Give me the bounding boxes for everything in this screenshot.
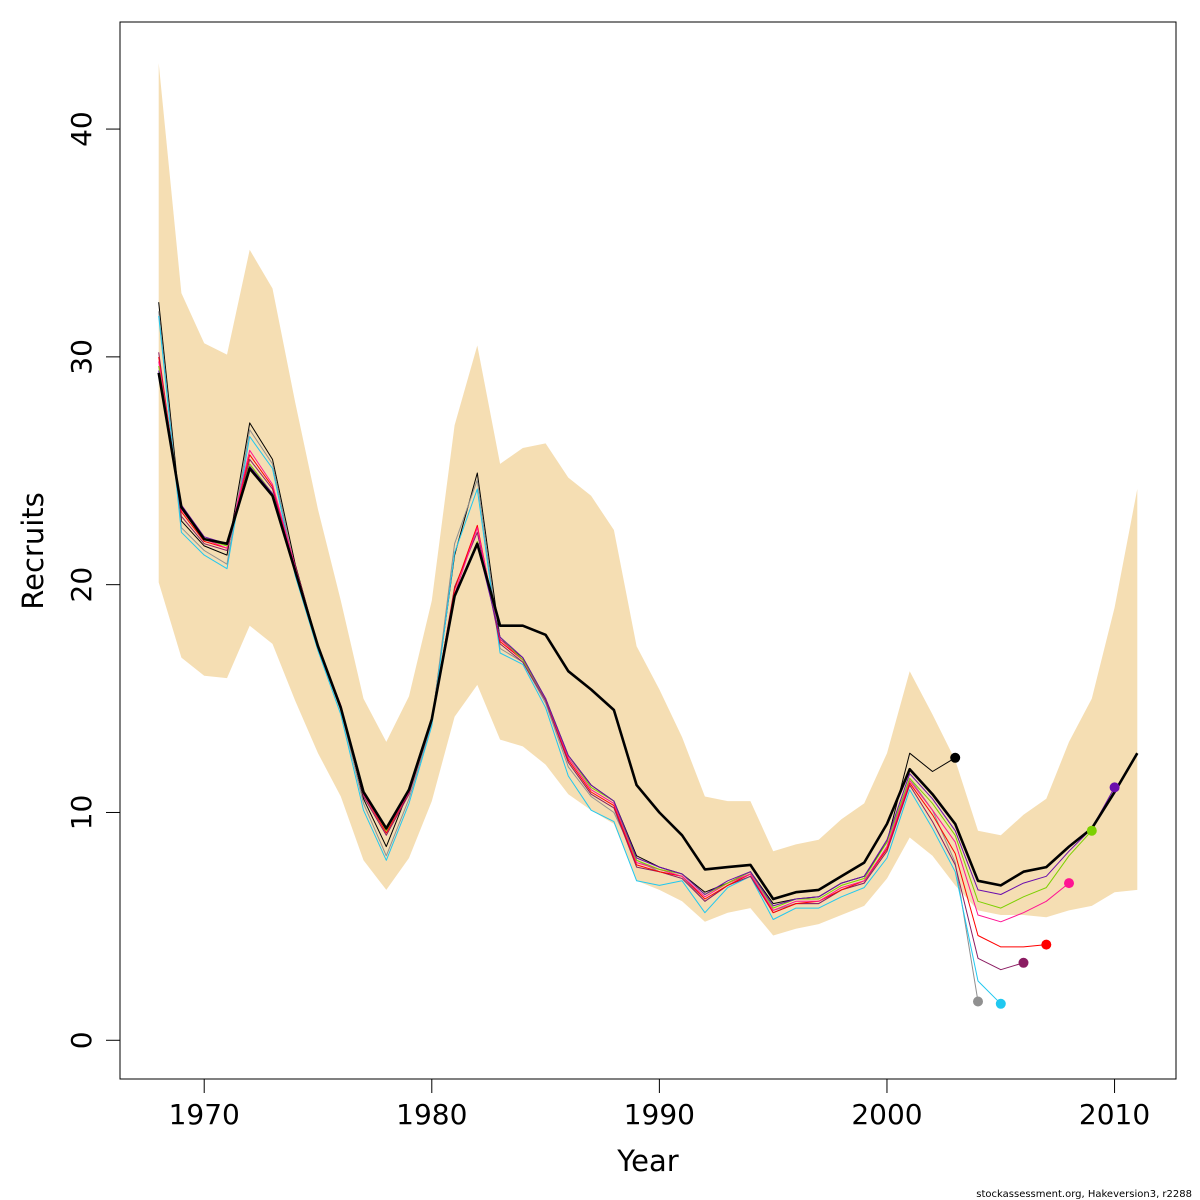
x-tick-label: 2010	[1079, 1098, 1150, 1131]
y-tick-label: 10	[65, 795, 98, 831]
x-tick-label: 2000	[851, 1098, 922, 1131]
y-tick-label: 20	[65, 567, 98, 603]
x-tick-label: 1970	[169, 1098, 240, 1131]
plot-area	[157, 63, 1139, 1009]
x-tick-label: 1990	[624, 1098, 695, 1131]
series-end-point-3	[995, 998, 1006, 1009]
series-end-point-2	[973, 996, 983, 1007]
x-axis-title: Year	[616, 1144, 678, 1178]
series-end-point-7	[1086, 825, 1097, 836]
series-end-point-4	[1018, 957, 1029, 968]
credit-note: stockassessment.org, Hakeversion3, r2288	[976, 1189, 1192, 1200]
series-end-point-5	[1041, 939, 1052, 950]
y-tick-label: 30	[65, 339, 98, 375]
series-line-0	[157, 372, 1139, 901]
y-axis-title: Recruits	[16, 492, 50, 609]
axes: 1970 1980 1990 2000 2010 0 10 20 30 40	[65, 111, 1150, 1131]
series-end-point-8	[1109, 782, 1120, 793]
series-end-point-6	[1064, 878, 1074, 889]
y-tick-label: 40	[65, 111, 98, 147]
series-end-point-1	[950, 752, 961, 763]
x-tick-label: 1980	[396, 1098, 467, 1131]
series-line-3	[158, 315, 1002, 1005]
confidence-band	[158, 63, 1138, 936]
y-tick-label: 0	[65, 1031, 98, 1049]
